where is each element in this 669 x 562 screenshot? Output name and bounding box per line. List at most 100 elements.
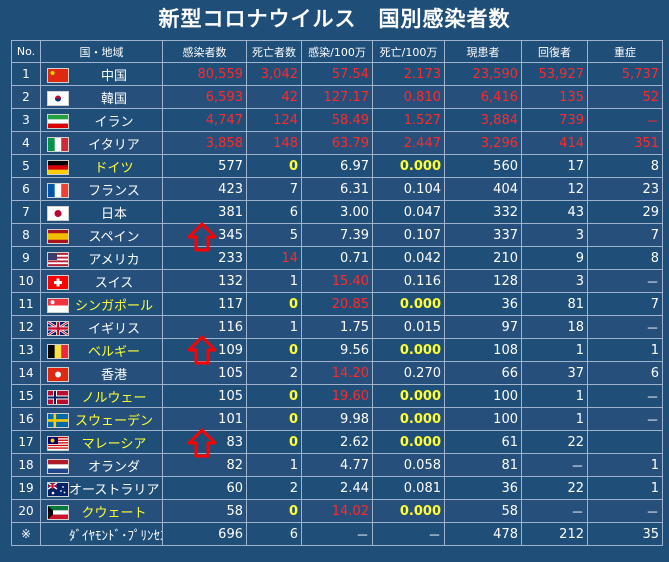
current-patients-text: 23,590	[472, 66, 519, 82]
deaths-per-million-text: 0.000	[399, 296, 441, 312]
infected-count: 132	[162, 269, 247, 293]
country-name-text: 日本	[100, 206, 127, 222]
infected-count: 3,858	[162, 131, 247, 155]
recovered-count: 1	[521, 384, 588, 408]
severe-count-text: －	[645, 275, 659, 291]
deaths-per-million: 0.000	[372, 154, 445, 178]
row-number-text: 13	[18, 343, 34, 357]
table-row: 18 オランダ 82 1 4.77 0.058 81 － 1	[11, 453, 663, 477]
country-name-text: イラン	[94, 114, 134, 130]
recovered-count: 9	[521, 246, 588, 270]
severe-count-text: 1	[650, 342, 659, 358]
norway-flag-icon	[47, 390, 69, 405]
current-patients-text: 66	[501, 365, 518, 381]
germany-flag-icon	[47, 160, 69, 175]
death-count: 14	[246, 246, 302, 270]
death-count-text: 0	[288, 158, 298, 174]
death-count: 0	[246, 499, 302, 523]
recovered-count: 1	[521, 338, 588, 362]
deaths-per-million: 2.173	[372, 62, 445, 86]
death-count: 1	[246, 315, 302, 339]
death-count-text: 0	[288, 388, 298, 404]
row-number: 13	[11, 338, 41, 362]
infected-per-million-text: 57.54	[331, 66, 369, 82]
severe-count-text: －	[645, 114, 659, 130]
severe-count-text: －	[645, 390, 659, 406]
header-severe: 重症	[587, 40, 663, 63]
row-number: 16	[11, 407, 41, 431]
infected-per-million: 3.00	[301, 200, 373, 224]
current-patients-text: 3,884	[480, 112, 518, 128]
row-number-text: 15	[18, 389, 34, 403]
row-number-text: 3	[22, 113, 30, 127]
belgium-flag-icon	[47, 344, 69, 359]
severe-count-text: 7	[650, 227, 659, 243]
current-patients: 128	[444, 269, 522, 293]
infected-per-million-text: 9.98	[340, 411, 369, 427]
row-number-text: 12	[18, 320, 34, 334]
infected-count: 105	[162, 361, 247, 385]
current-patients: 97	[444, 315, 522, 339]
current-patients: 337	[444, 223, 522, 247]
death-count: 2	[246, 361, 302, 385]
recovered-count: 1	[521, 407, 588, 431]
infected-count-text: 101	[218, 411, 243, 427]
infected-count-text: 577	[218, 158, 243, 174]
recovered-count: 212	[521, 522, 588, 546]
up-arrow-icon	[187, 222, 217, 252]
infected-count: 6,593	[162, 85, 247, 109]
deaths-per-million-text: 2.447	[403, 135, 441, 151]
row-number-text: 8	[22, 228, 30, 242]
infected-per-million: 14.02	[301, 499, 373, 523]
recovered-count: －	[521, 499, 588, 523]
country-name-text: アメリカ	[88, 252, 140, 268]
deaths-per-million-text: 0.047	[403, 204, 441, 220]
current-patients-text: 36	[501, 480, 518, 496]
recovered-count-text: 9	[575, 250, 584, 266]
table-row: 13 ベルギー 109 0 9.56 0.000 108 1 1	[11, 338, 663, 362]
severe-count: －	[587, 384, 663, 408]
row-number-text: 6	[22, 182, 30, 196]
country-name-text: ドイツ	[94, 160, 134, 176]
infected-per-million: 19.60	[301, 384, 373, 408]
infected-count: 105	[162, 384, 247, 408]
table-row: 10 スイス 132 1 15.40 0.116 128 3 －	[11, 269, 663, 293]
death-count: 0	[246, 154, 302, 178]
infected-per-million-text: 1.75	[340, 319, 369, 335]
current-patients-text: 210	[493, 250, 518, 266]
death-count-text: 0	[288, 342, 298, 358]
current-patients-text: 36	[501, 296, 518, 312]
death-count-text: 42	[281, 89, 298, 105]
infected-count-text: 80,559	[197, 66, 244, 82]
row-number: 5	[11, 154, 41, 178]
current-patients: 478	[444, 522, 522, 546]
infected-count: 60	[162, 476, 247, 500]
deaths-per-million-text: 0.116	[403, 273, 441, 289]
row-number-text: 7	[22, 205, 30, 219]
severe-count-text: 52	[642, 89, 659, 105]
table-row: 6 フランス 423 7 6.31 0.104 404 12 23	[11, 177, 663, 201]
recovered-count: 81	[521, 292, 588, 316]
country-name-text: フランス	[88, 183, 140, 199]
row-number: 4	[11, 131, 41, 155]
infected-per-million-text: 20.85	[331, 296, 369, 312]
country-name: ﾀﾞｲﾔﾓﾝﾄﾞ･ﾌﾟﾘﾝｾｽ	[40, 522, 163, 546]
severe-count	[587, 430, 663, 454]
table-row: 14 香港 105 2 14.20 0.270 66 37 6	[11, 361, 663, 385]
italy-flag-icon	[47, 137, 69, 152]
country-name-text: ノルウェー	[81, 390, 147, 406]
infected-per-million-text: 6.31	[340, 181, 369, 197]
infected-per-million: 58.49	[301, 108, 373, 132]
country-name: アメリカ	[40, 246, 163, 270]
recovered-count: 739	[521, 108, 588, 132]
up-arrow-icon	[187, 335, 217, 365]
usa-flag-icon	[47, 252, 69, 267]
deaths-per-million: 0.000	[372, 407, 445, 431]
country-name-text: スウェーデン	[74, 413, 153, 429]
infected-per-million-text: 4.77	[340, 457, 369, 473]
death-count-text: 2	[289, 480, 298, 496]
current-patients-text: 560	[493, 158, 518, 174]
current-patients: 66	[444, 361, 522, 385]
recovered-count: －	[521, 453, 588, 477]
recovered-count-text: 1	[575, 342, 584, 358]
